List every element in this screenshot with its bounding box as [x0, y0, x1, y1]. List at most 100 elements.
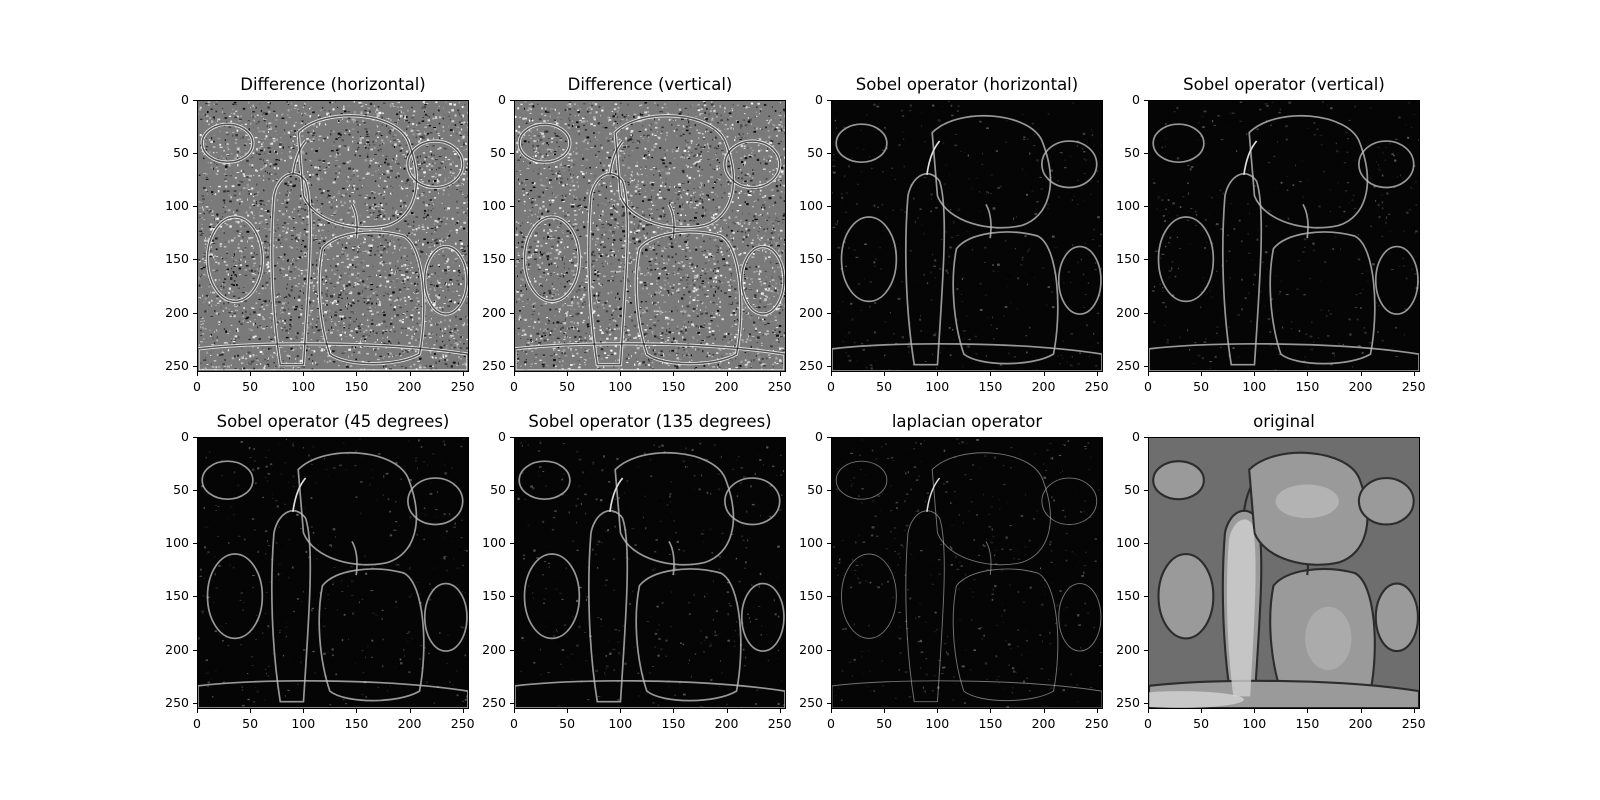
x-tick-label: 50 — [876, 716, 893, 731]
y-tick-label: 50 — [490, 145, 506, 161]
x-tick-mark — [356, 372, 358, 376]
y-tick-mark — [193, 259, 197, 261]
y-tick-label: 0 — [815, 429, 823, 444]
y-tick-mark — [510, 490, 514, 492]
subplot-title: Difference (horizontal) — [240, 75, 426, 94]
sobel-horizontal-edge-map-image — [832, 101, 1102, 371]
x-tick-mark — [1307, 709, 1309, 713]
x-tick-label: 0 — [193, 379, 201, 394]
x-tick-label: 100 — [1242, 716, 1267, 731]
y-tick-label: 250 — [799, 357, 823, 373]
x-tick-label: 0 — [193, 716, 201, 731]
y-tick-mark — [510, 437, 514, 438]
x-tick-label: 50 — [1193, 379, 1210, 394]
y-tick-label: 50 — [1124, 145, 1140, 161]
x-tick-mark — [831, 372, 832, 376]
x-tick-mark — [514, 372, 515, 376]
x-tick-mark — [779, 372, 781, 376]
y-tick-label: 100 — [1116, 535, 1140, 551]
y-tick-mark — [1144, 259, 1148, 261]
x-tick-mark — [620, 709, 622, 713]
y-tick-label: 0 — [181, 92, 189, 107]
y-tick-mark — [1144, 543, 1148, 545]
x-tick-label: 50 — [559, 379, 576, 394]
x-tick-mark — [779, 709, 781, 713]
x-tick-mark — [937, 372, 939, 376]
y-tick-mark — [827, 312, 831, 314]
x-tick-label: 200 — [714, 379, 739, 394]
y-tick-mark — [193, 312, 197, 314]
x-tick-mark — [990, 709, 992, 713]
y-tick-label: 50 — [1124, 482, 1140, 498]
y-tick-mark — [827, 702, 831, 704]
y-tick-mark — [827, 206, 831, 208]
subplot-title: laplacian operator — [891, 412, 1043, 431]
y-tick-label: 250 — [799, 694, 823, 710]
y-tick-label: 250 — [165, 357, 189, 373]
sobel-135-degree-edge-map-image — [515, 438, 785, 708]
y-tick-label: 250 — [482, 694, 506, 710]
x-tick-label: 100 — [291, 716, 316, 731]
y-tick-mark — [193, 490, 197, 492]
y-tick-label: 0 — [815, 92, 823, 107]
y-tick-mark — [510, 702, 514, 704]
y-tick-label: 200 — [482, 304, 506, 320]
x-tick-label: 50 — [1193, 716, 1210, 731]
x-tick-label: 100 — [608, 716, 633, 731]
subplot-title: Sobel operator (vertical) — [1183, 75, 1385, 94]
difference-horizontal-edge-map-image — [198, 101, 468, 371]
x-tick-label: 50 — [242, 379, 259, 394]
x-tick-label: 50 — [242, 716, 259, 731]
subplot-image-frame — [514, 100, 786, 372]
subplot-title: original — [1253, 412, 1315, 431]
x-tick-mark — [462, 372, 464, 376]
subplot-title: Sobel operator (horizontal) — [855, 75, 1079, 94]
y-tick-mark — [1144, 437, 1148, 438]
x-tick-label: 100 — [291, 379, 316, 394]
y-tick-mark — [193, 153, 197, 155]
y-tick-mark — [827, 153, 831, 155]
y-tick-mark — [510, 312, 514, 314]
x-tick-label: 150 — [344, 379, 369, 394]
y-tick-label: 150 — [482, 251, 506, 267]
y-tick-mark — [193, 543, 197, 545]
y-tick-label: 150 — [165, 251, 189, 267]
y-tick-label: 250 — [482, 357, 506, 373]
y-tick-label: 200 — [799, 304, 823, 320]
y-tick-label: 50 — [807, 145, 823, 161]
x-tick-mark — [1096, 709, 1098, 713]
x-tick-label: 250 — [767, 716, 792, 731]
x-tick-mark — [884, 372, 886, 376]
x-tick-mark — [1148, 372, 1149, 376]
x-tick-label: 0 — [510, 716, 518, 731]
difference-vertical-edge-map-image — [515, 101, 785, 371]
x-tick-label: 150 — [1295, 716, 1320, 731]
subplot-image-frame — [197, 437, 469, 709]
x-tick-label: 0 — [510, 379, 518, 394]
y-tick-label: 150 — [1116, 251, 1140, 267]
y-tick-mark — [1144, 312, 1148, 314]
y-tick-label: 200 — [1116, 304, 1140, 320]
y-tick-label: 50 — [173, 145, 189, 161]
x-tick-mark — [356, 709, 358, 713]
x-tick-mark — [567, 372, 569, 376]
y-tick-mark — [1144, 596, 1148, 598]
x-tick-mark — [1254, 709, 1256, 713]
x-tick-label: 200 — [1348, 716, 1373, 731]
subplot-image-frame — [831, 437, 1103, 709]
x-tick-mark — [1360, 709, 1362, 713]
y-tick-label: 100 — [482, 198, 506, 214]
x-tick-mark — [1413, 709, 1415, 713]
y-tick-mark — [193, 365, 197, 367]
x-tick-mark — [1360, 372, 1362, 376]
y-tick-mark — [827, 490, 831, 492]
subplot-image-frame — [1148, 437, 1420, 709]
sobel-vertical-edge-map-image — [1149, 101, 1419, 371]
x-tick-mark — [673, 709, 675, 713]
y-tick-label: 200 — [799, 641, 823, 657]
sobel-45-degree-edge-map-image — [198, 438, 468, 708]
x-tick-label: 200 — [397, 379, 422, 394]
x-tick-mark — [197, 709, 198, 713]
y-tick-mark — [1144, 649, 1148, 651]
